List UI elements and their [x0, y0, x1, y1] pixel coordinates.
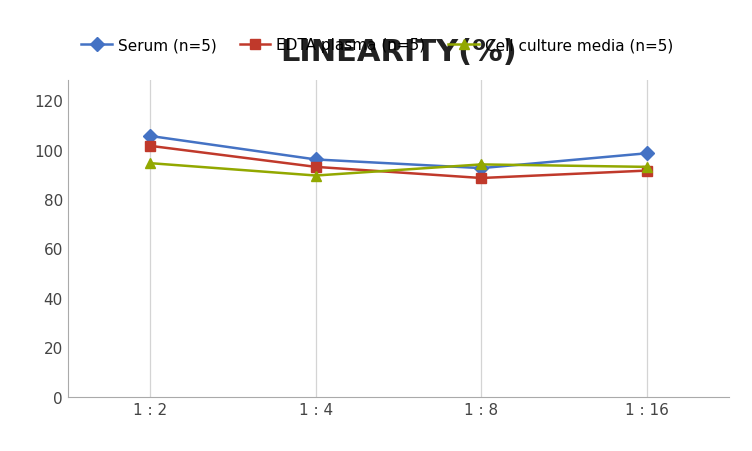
Line: EDTA plasma (n=5): EDTA plasma (n=5) — [146, 142, 651, 184]
Line: Cell culture media (n=5): Cell culture media (n=5) — [146, 159, 651, 181]
EDTA plasma (n=5) — [642, 169, 651, 174]
Cell culture media (n=5) — [642, 165, 651, 170]
Line: Serum (n=5): Serum (n=5) — [146, 132, 651, 174]
Serum (n=5) — [642, 151, 651, 156]
Cell culture media (n=5) — [311, 174, 320, 179]
Cell culture media (n=5) — [146, 161, 155, 166]
Legend: Serum (n=5), EDTA plasma (n=5), Cell culture media (n=5): Serum (n=5), EDTA plasma (n=5), Cell cul… — [75, 32, 680, 59]
EDTA plasma (n=5) — [311, 165, 320, 170]
Serum (n=5) — [146, 134, 155, 139]
Title: LINEARITY(%): LINEARITY(%) — [280, 37, 517, 66]
Cell culture media (n=5) — [477, 162, 486, 168]
EDTA plasma (n=5) — [477, 176, 486, 181]
EDTA plasma (n=5) — [146, 144, 155, 149]
Serum (n=5) — [311, 157, 320, 163]
Serum (n=5) — [477, 166, 486, 171]
